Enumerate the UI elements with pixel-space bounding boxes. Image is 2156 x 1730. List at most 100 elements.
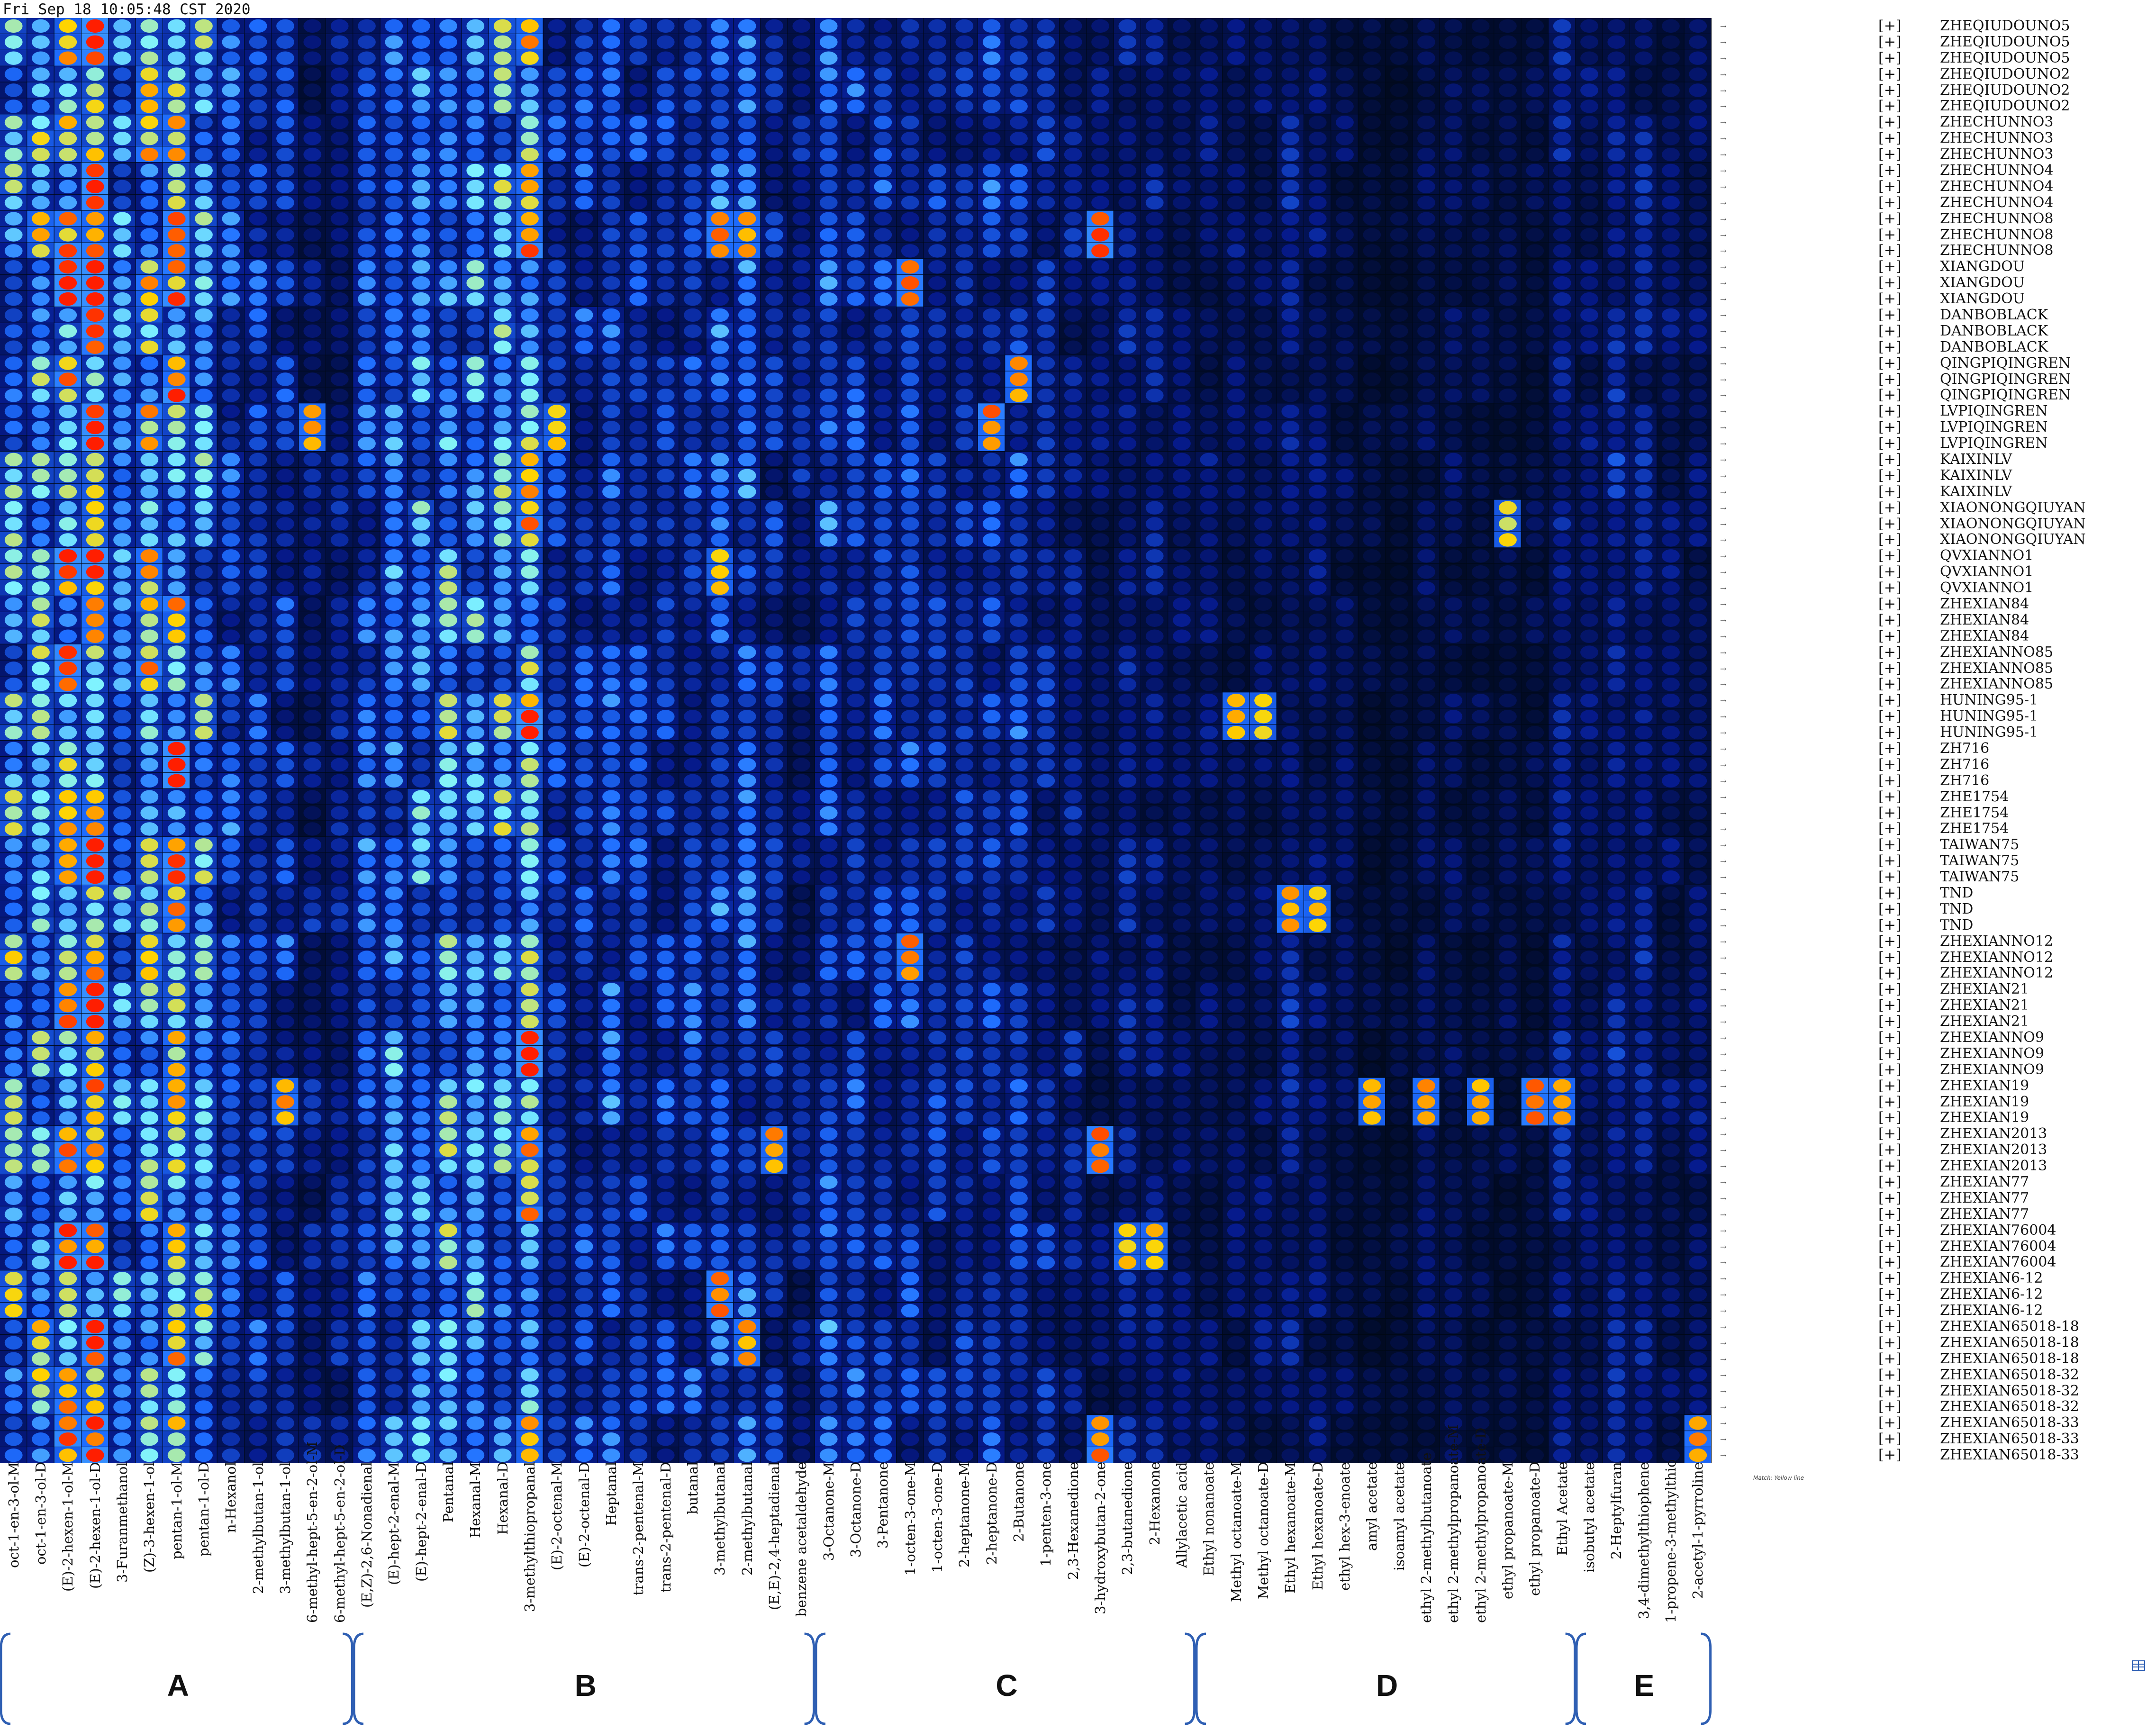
heatmap-blob xyxy=(847,356,865,370)
heatmap-blob xyxy=(629,629,648,643)
heatmap-blob xyxy=(874,67,892,81)
heatmap-blob xyxy=(1254,501,1272,515)
heatmap-blob xyxy=(602,308,620,322)
heatmap-blob xyxy=(738,83,756,97)
heatmap-blob xyxy=(1471,389,1490,402)
heatmap-blob xyxy=(1145,244,1164,258)
heatmap-blob xyxy=(1662,613,1680,627)
heatmap-blob xyxy=(303,340,322,354)
heatmap-blob xyxy=(1254,292,1272,306)
heatmap-blob xyxy=(1662,147,1680,162)
heatmap-blob xyxy=(684,517,702,531)
heatmap-blob xyxy=(765,35,783,49)
heatmap-blob xyxy=(1254,629,1272,643)
heatmap-blob xyxy=(4,244,23,258)
heatmap-blob xyxy=(1390,116,1408,129)
heatmap-blob xyxy=(1689,147,1707,162)
heatmap-blob xyxy=(1091,405,1109,418)
heatmap-blob xyxy=(276,436,294,451)
heatmap-blob xyxy=(1281,485,1300,498)
heatmap-blob xyxy=(1254,228,1272,242)
heatmap-blob xyxy=(1634,308,1653,322)
heatmap-blob xyxy=(4,67,23,81)
heatmap-blob xyxy=(1526,549,1544,563)
heatmap-blob xyxy=(249,292,267,306)
heatmap-blob xyxy=(1607,196,1626,209)
heatmap-blob xyxy=(1689,35,1707,49)
heatmap-blob xyxy=(466,581,485,595)
heatmap-blob xyxy=(874,469,892,482)
heatmap-blob xyxy=(276,35,294,49)
heatmap-blob xyxy=(1553,436,1571,451)
heatmap-blob xyxy=(86,67,104,81)
heatmap-blob xyxy=(1580,533,1598,547)
heatmap-blob xyxy=(928,276,946,290)
heatmap-blob xyxy=(330,308,349,322)
heatmap-blob xyxy=(1308,613,1327,627)
heatmap-blob xyxy=(1336,292,1354,306)
heatmap-blob xyxy=(195,549,213,563)
heatmap-blob xyxy=(955,533,974,547)
heatmap-blob xyxy=(629,469,648,482)
heatmap-blob xyxy=(222,389,240,402)
heatmap-blob xyxy=(792,260,811,274)
heatmap-blob xyxy=(330,613,349,627)
heatmap-blob xyxy=(222,405,240,418)
heatmap-blob xyxy=(59,645,77,659)
heatmap-blob xyxy=(195,292,213,306)
heatmap-blob xyxy=(1308,581,1327,595)
heatmap-blob xyxy=(901,180,919,193)
heatmap-blob xyxy=(1444,565,1463,579)
heatmap-blob xyxy=(249,180,267,193)
heatmap-blob xyxy=(1281,597,1300,611)
heatmap-blob xyxy=(847,517,865,531)
heatmap-blob xyxy=(847,147,865,162)
heatmap-blob xyxy=(928,421,946,435)
heatmap-blob xyxy=(819,549,838,563)
heatmap-blob xyxy=(86,533,104,547)
heatmap-blob xyxy=(1254,372,1272,386)
heatmap-blob xyxy=(222,485,240,498)
heatmap-blob xyxy=(32,405,50,418)
heatmap-blob xyxy=(575,389,593,402)
heatmap-blob xyxy=(1064,67,1082,81)
heatmap-blob xyxy=(792,389,811,402)
heatmap-blob xyxy=(1689,629,1707,643)
heatmap-blob xyxy=(249,436,267,451)
heatmap-blob xyxy=(521,405,539,418)
heatmap-blob xyxy=(1336,356,1354,370)
heatmap-blob xyxy=(1662,292,1680,306)
heatmap-blob xyxy=(874,260,892,274)
heatmap-blob xyxy=(1254,116,1272,129)
heatmap-blob xyxy=(466,147,485,162)
heatmap-blob xyxy=(1308,67,1327,81)
heatmap-blob xyxy=(303,276,322,290)
heatmap-blob xyxy=(1444,308,1463,322)
heatmap-blob xyxy=(928,389,946,402)
heatmap-blob xyxy=(928,228,946,242)
heatmap-blob xyxy=(249,212,267,226)
heatmap-blob xyxy=(1308,421,1327,435)
heatmap-blob xyxy=(1607,228,1626,242)
heatmap-blob xyxy=(1336,453,1354,467)
heatmap-blob xyxy=(466,180,485,193)
heatmap-blob xyxy=(548,533,566,547)
heatmap-blob xyxy=(847,163,865,178)
heatmap-blob xyxy=(59,565,77,579)
heatmap-blob xyxy=(1526,196,1544,209)
heatmap-blob xyxy=(656,116,675,129)
heatmap-blob xyxy=(874,581,892,595)
heatmap-blob xyxy=(1037,565,1055,579)
heatmap-blob xyxy=(1064,469,1082,482)
heatmap-blob xyxy=(167,517,186,531)
heatmap-blob xyxy=(765,196,783,209)
heatmap-blob xyxy=(113,501,131,515)
heatmap-blob xyxy=(358,260,376,274)
heatmap-blob xyxy=(493,485,512,498)
heatmap-blob xyxy=(167,196,186,209)
heatmap-blob xyxy=(521,308,539,322)
heatmap-blob xyxy=(1145,180,1164,193)
heatmap-blob xyxy=(167,581,186,595)
heatmap-blob xyxy=(548,356,566,370)
heatmap-blob xyxy=(1200,83,1218,97)
